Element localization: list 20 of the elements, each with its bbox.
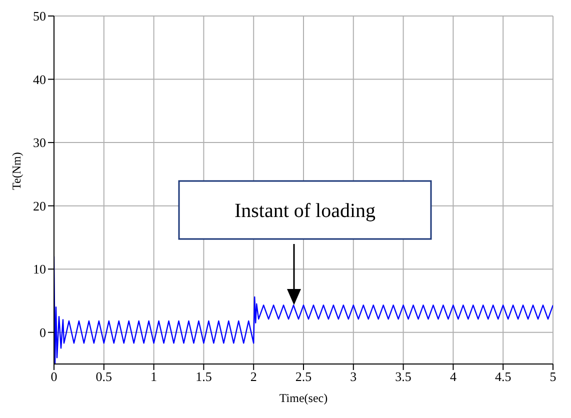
x-tick-label: 3.5 <box>395 369 412 384</box>
y-tick-label: 50 <box>33 8 46 24</box>
y-tick-label: 10 <box>33 262 46 277</box>
y-axis-title: Te(Nm) <box>9 152 24 190</box>
y-tick-label: 20 <box>33 198 46 214</box>
x-tick-label: 4 <box>450 369 457 384</box>
y-tick-label: 0 <box>40 324 46 340</box>
x-tick-label: 2.5 <box>295 369 312 384</box>
x-tick-label: 4.5 <box>494 369 512 384</box>
x-tick-label: 5 <box>550 369 556 384</box>
x-tick-label: 0 <box>50 369 58 384</box>
annotation: Instant of loading <box>234 200 376 222</box>
x-tick-label: 3 <box>350 369 357 384</box>
x-tick-label: 1 <box>150 369 158 384</box>
x-axis-title: Time(sec) <box>279 391 328 405</box>
x-tick-label: 0.5 <box>96 369 112 384</box>
x-tick-label: 2 <box>250 369 257 384</box>
y-tick-label: 30 <box>33 135 46 150</box>
x-tick-label: 1.5 <box>196 369 212 384</box>
y-tick-label: 40 <box>33 72 46 87</box>
